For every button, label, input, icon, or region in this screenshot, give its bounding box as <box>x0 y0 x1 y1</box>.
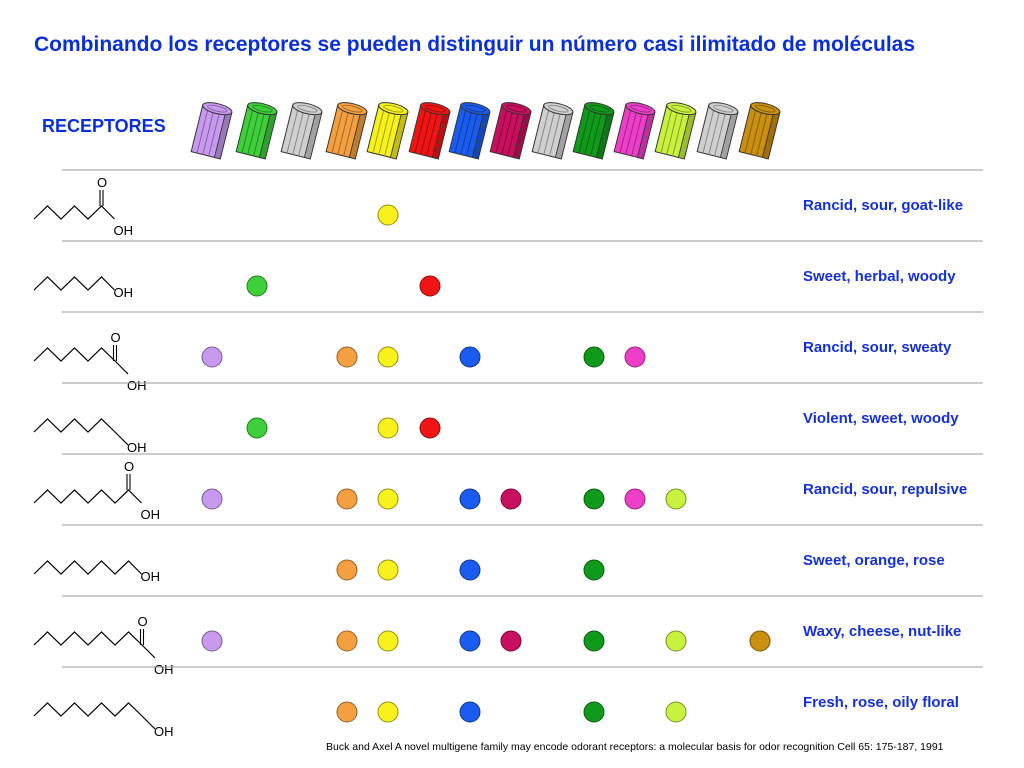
molecule-structure: OH <box>33 560 161 584</box>
activation-dot-receptor-blue <box>459 630 481 652</box>
odor-description: Rancid, sour, repulsive <box>803 481 967 498</box>
activation-dot-receptor-orange <box>336 630 358 652</box>
odor-description: Sweet, herbal, woody <box>803 268 956 285</box>
activation-dot-receptor-dark-green <box>583 559 605 581</box>
receptor-dark-green <box>572 102 615 160</box>
page-title: Combinando los receptores se pueden dist… <box>34 33 916 56</box>
molecule-structure: O OH <box>33 614 174 677</box>
oxygen-label: O <box>111 330 121 345</box>
receptor-gold <box>738 102 781 160</box>
receptor-lime <box>654 102 697 160</box>
molecule-structure: O OH <box>33 330 147 393</box>
molecule-structure: OH <box>33 702 174 739</box>
hydroxyl-label: OH <box>154 724 174 739</box>
activation-dot-receptor-dark-green <box>583 701 605 723</box>
receptor-magenta <box>613 102 656 160</box>
activation-dot-receptor-yellow <box>377 417 399 439</box>
oxygen-label: O <box>124 459 134 474</box>
activation-dot-receptor-yellow <box>377 701 399 723</box>
activation-dot-receptor-blue <box>459 488 481 510</box>
receptor-red <box>408 102 451 160</box>
activation-dot-receptor-orange <box>336 346 358 368</box>
activation-dot-receptor-crimson <box>500 488 522 510</box>
activation-dot-receptor-magenta <box>624 488 646 510</box>
hydroxyl-label: OH <box>114 223 134 238</box>
receptor-gray <box>280 102 323 160</box>
odor-description: Violent, sweet, woody <box>803 410 959 427</box>
activation-dot-receptor-lavender <box>201 630 223 652</box>
molecule-row: O OH Rancid, sour, goat-like <box>33 169 983 238</box>
receptor-green <box>235 102 278 160</box>
activation-dot-receptor-dark-green <box>583 346 605 368</box>
activation-dot-receptor-yellow <box>377 488 399 510</box>
activation-dot-receptor-yellow <box>377 559 399 581</box>
activation-dot-receptor-red <box>419 417 441 439</box>
activation-dot-receptor-orange <box>336 701 358 723</box>
activation-dot-receptor-yellow <box>377 346 399 368</box>
hydroxyl-label: OH <box>114 285 134 300</box>
activation-dot-receptor-dark-green <box>583 630 605 652</box>
odor-description: Rancid, sour, goat-like <box>803 197 963 214</box>
hydroxyl-label: OH <box>141 507 161 522</box>
molecule-structure: O OH <box>33 459 161 522</box>
activation-dot-receptor-blue <box>459 346 481 368</box>
hydroxyl-label: OH <box>154 662 174 677</box>
activation-dot-receptor-lavender <box>201 488 223 510</box>
activation-dot-receptor-green <box>246 275 268 297</box>
receptor-row <box>190 102 781 160</box>
oxygen-label: O <box>97 175 107 190</box>
activation-dot-receptor-crimson <box>500 630 522 652</box>
molecule-row: O OH Rancid, sour, sweaty <box>33 311 983 393</box>
activation-dot-receptor-blue <box>459 701 481 723</box>
receptor-gray-2 <box>531 102 574 160</box>
molecule-row: OH Sweet, orange, rose <box>33 524 983 584</box>
hydroxyl-label: OH <box>141 569 161 584</box>
activation-dot-receptor-gold <box>749 630 771 652</box>
molecule-row: O OH Rancid, sour, repulsive <box>33 453 983 522</box>
oxygen-label: O <box>138 614 148 629</box>
activation-dot-receptor-lavender <box>201 346 223 368</box>
activation-dot-receptor-blue <box>459 559 481 581</box>
molecule-row: OH Violent, sweet, woody <box>33 382 983 455</box>
activation-dot-receptor-dark-green <box>583 488 605 510</box>
activation-dot-receptor-lime <box>665 488 687 510</box>
hydroxyl-label: OH <box>127 378 147 393</box>
activation-dot-receptor-lime <box>665 701 687 723</box>
activation-dot-receptor-yellow <box>377 630 399 652</box>
odor-description: Fresh, rose, oily floral <box>803 694 959 711</box>
molecule-structure: OH <box>33 418 147 455</box>
odor-description: Rancid, sour, sweaty <box>803 339 952 356</box>
receptor-crimson <box>489 102 532 160</box>
activation-dot-receptor-magenta <box>624 346 646 368</box>
receptor-yellow <box>366 102 409 160</box>
odor-description: Waxy, cheese, nut-like <box>803 623 961 640</box>
receptor-lavender <box>190 102 233 160</box>
receptor-blue <box>448 102 491 160</box>
activation-dot-receptor-yellow <box>377 204 399 226</box>
molecule-structure: O OH <box>33 175 134 238</box>
hydroxyl-label: OH <box>127 440 147 455</box>
odor-description: Sweet, orange, rose <box>803 552 945 569</box>
receptors-label: RECEPTORES <box>42 116 166 136</box>
activation-dot-receptor-orange <box>336 488 358 510</box>
receptor-gray-3 <box>696 102 739 160</box>
molecule-row: OH Sweet, herbal, woody <box>33 240 983 300</box>
molecule-rows: O OH Rancid, sour, goat-like OH Sweet, herba… <box>33 169 983 739</box>
activation-dot-receptor-red <box>419 275 441 297</box>
activation-dot-receptor-orange <box>336 559 358 581</box>
receptor-orange <box>325 102 368 160</box>
molecule-structure: OH <box>33 276 134 300</box>
activation-dot-receptor-green <box>246 417 268 439</box>
molecule-row: OH Fresh, rose, oily floral <box>33 666 983 739</box>
molecule-row: O OH Waxy, cheese, nut-like <box>33 595 983 677</box>
citation: Buck and Axel A novel multigene family m… <box>326 741 944 753</box>
activation-dot-receptor-lime <box>665 630 687 652</box>
